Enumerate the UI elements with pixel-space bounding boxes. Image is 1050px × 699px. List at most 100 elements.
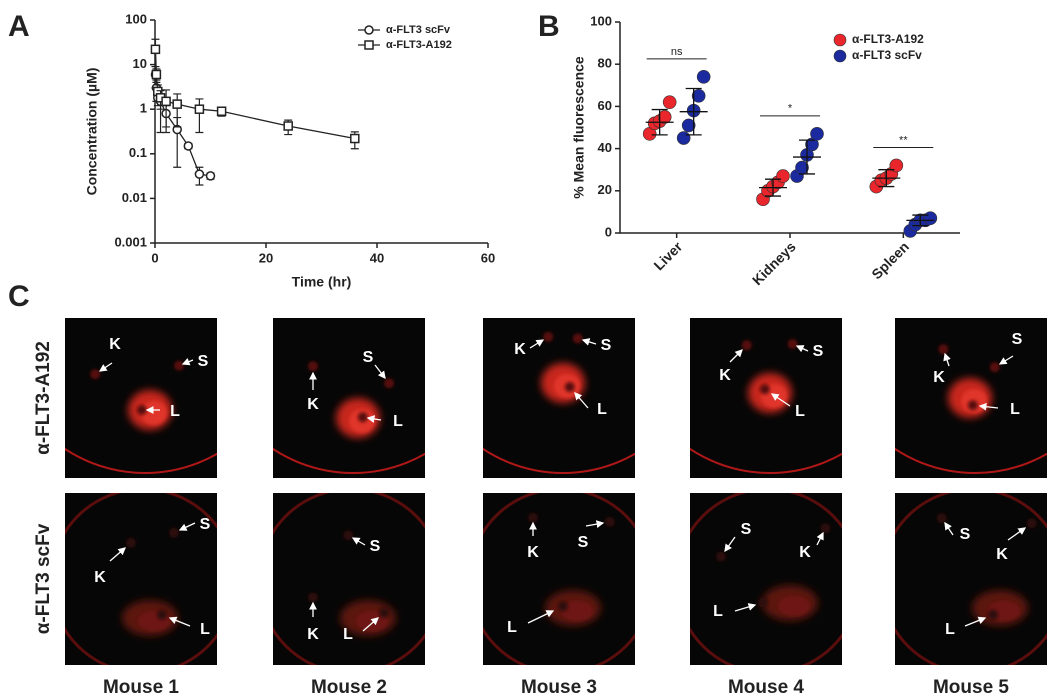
organ-spot — [379, 607, 389, 618]
data-point — [172, 99, 182, 109]
organ-spot — [308, 361, 318, 372]
organ-label: S — [960, 526, 971, 543]
arrow — [816, 531, 824, 546]
y-tick-label: 0 — [605, 224, 612, 239]
data-point — [150, 44, 161, 55]
organ-spot — [820, 523, 831, 534]
organ-label: L — [945, 621, 955, 638]
data-point — [776, 169, 790, 183]
legend-marker — [833, 49, 847, 63]
arrow — [585, 520, 605, 528]
dish-rim — [65, 447, 217, 474]
tissue-image: S K L — [895, 318, 1047, 478]
row-label: α-FLT3-A192 — [33, 341, 54, 455]
arrow — [729, 349, 743, 363]
data-point — [151, 69, 162, 80]
data-point — [662, 95, 677, 109]
organ-label: K — [996, 546, 1008, 563]
organ-label: S — [813, 343, 824, 360]
y-tick-label: 40 — [598, 140, 612, 155]
legend-label: α-FLT3-A192 — [852, 32, 924, 46]
legend-label: α-FLT3 scFv — [852, 48, 922, 62]
organ-spot — [716, 551, 726, 562]
sd-bar — [799, 139, 815, 175]
x-tick-label: 40 — [370, 250, 384, 265]
organ-spot — [343, 530, 354, 541]
organ-label: L — [1010, 401, 1020, 418]
organ-spot — [967, 400, 978, 411]
arrow — [943, 352, 951, 367]
y-tick-label: 100 — [590, 13, 612, 28]
legend-marker — [364, 25, 374, 35]
data-point — [681, 118, 696, 133]
organ-spot — [543, 331, 554, 342]
organ-label: K — [719, 367, 731, 384]
data-point — [810, 127, 824, 141]
legend-marker — [364, 40, 374, 50]
arrow — [98, 362, 113, 372]
image-background — [273, 493, 425, 665]
arrow — [168, 616, 191, 627]
tissue-image: S K L — [65, 493, 217, 665]
data-point — [283, 121, 293, 131]
organ-label: S — [1012, 331, 1023, 348]
organ-label: L — [713, 603, 723, 620]
tissue-image: K S L — [65, 318, 217, 478]
panel-label: C — [8, 280, 30, 313]
x-tick-label: Liver — [650, 238, 685, 273]
arrow — [795, 345, 809, 353]
x-tick-label: 0 — [151, 250, 158, 265]
organ-label: L — [795, 403, 805, 420]
legend-label: α-FLT3 scFv — [386, 24, 451, 36]
arrow — [181, 357, 194, 366]
organ-spot — [308, 592, 318, 603]
organ-label: L — [200, 621, 210, 638]
organ-label: L — [597, 401, 607, 418]
x-tick-label: 60 — [481, 250, 495, 265]
organ-spot — [989, 362, 1000, 373]
organ-spot — [528, 512, 538, 523]
image-background — [273, 318, 425, 478]
organ-label: S — [578, 534, 589, 551]
organ-spot — [357, 412, 368, 423]
y-axis-label: Concentration (µM) — [84, 68, 100, 196]
organ-spot — [169, 527, 179, 538]
tissue-image: K S L — [483, 493, 635, 665]
arrow — [581, 338, 597, 346]
x-axis-label: Time (hr) — [292, 274, 352, 290]
arrow — [178, 522, 196, 531]
y-tick-label: 1 — [140, 101, 147, 116]
sd-bar — [651, 108, 668, 136]
organ-label: S — [370, 538, 381, 555]
arrow — [964, 616, 987, 627]
organ-spot — [1026, 518, 1037, 529]
data-point — [691, 89, 706, 103]
image-background — [895, 493, 1047, 665]
significance-label: * — [788, 103, 793, 115]
sd-bar — [685, 87, 702, 136]
y-axis-label: % Mean fluorescence — [571, 56, 587, 199]
arrow — [109, 547, 126, 562]
tissue-image: K S L — [690, 318, 842, 478]
y-tick-label: 0.001 — [114, 234, 147, 249]
arrow — [362, 617, 379, 632]
tissue-image: S K L — [273, 318, 425, 478]
arrow — [770, 393, 791, 407]
data-point — [350, 133, 360, 144]
organ-spot — [558, 601, 568, 612]
organ-label: S — [741, 521, 752, 538]
data-point — [205, 171, 216, 181]
dish-rim — [895, 447, 1047, 474]
arrow — [1007, 527, 1027, 541]
organ-label: S — [200, 516, 211, 533]
arrow — [724, 536, 736, 553]
data-point — [696, 70, 711, 84]
dish-rim — [690, 447, 842, 474]
organ-spot — [564, 382, 575, 392]
organ-spot — [384, 378, 394, 389]
column-label: Mouse 3 — [521, 677, 597, 698]
y-tick-label: 0.01 — [122, 190, 147, 205]
column-label: Mouse 1 — [103, 677, 179, 698]
arrow — [998, 355, 1014, 365]
